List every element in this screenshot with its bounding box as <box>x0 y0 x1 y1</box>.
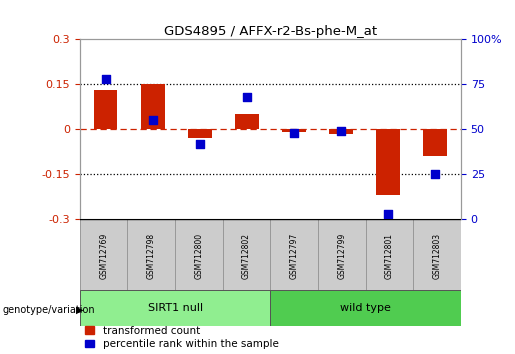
Bar <box>175 219 222 292</box>
Text: GSM712801: GSM712801 <box>385 233 394 279</box>
Text: GSM712798: GSM712798 <box>147 233 156 279</box>
Text: GSM712802: GSM712802 <box>242 233 251 279</box>
Point <box>431 172 439 177</box>
Point <box>149 118 157 123</box>
Bar <box>413 219 461 292</box>
Bar <box>128 219 175 292</box>
Text: GSM712800: GSM712800 <box>195 233 203 279</box>
Bar <box>423 129 447 156</box>
Point <box>384 211 392 217</box>
Bar <box>376 129 400 195</box>
Bar <box>222 219 270 292</box>
Text: wild type: wild type <box>340 303 391 313</box>
Point <box>290 130 298 136</box>
Bar <box>282 129 306 132</box>
Bar <box>141 84 164 129</box>
Title: GDS4895 / AFFX-r2-Bs-phe-M_at: GDS4895 / AFFX-r2-Bs-phe-M_at <box>164 25 377 38</box>
Text: GSM712769: GSM712769 <box>99 233 108 279</box>
Text: GSM712799: GSM712799 <box>337 233 346 279</box>
Text: genotype/variation: genotype/variation <box>3 305 95 315</box>
Bar <box>270 290 461 326</box>
Bar <box>366 219 413 292</box>
Bar <box>318 219 366 292</box>
Point <box>337 128 345 134</box>
Point <box>101 76 110 81</box>
Text: GSM712797: GSM712797 <box>290 233 299 279</box>
Bar <box>80 290 270 326</box>
Text: SIRT1 null: SIRT1 null <box>147 303 203 313</box>
Bar <box>94 90 117 129</box>
Bar <box>188 129 212 138</box>
Point <box>243 94 251 99</box>
Legend: transformed count, percentile rank within the sample: transformed count, percentile rank withi… <box>85 326 279 349</box>
Bar <box>270 219 318 292</box>
Text: ▶: ▶ <box>76 305 84 315</box>
Bar <box>235 114 259 129</box>
Point <box>196 141 204 147</box>
Bar <box>329 129 353 134</box>
Bar <box>80 219 128 292</box>
Text: GSM712803: GSM712803 <box>433 233 441 279</box>
